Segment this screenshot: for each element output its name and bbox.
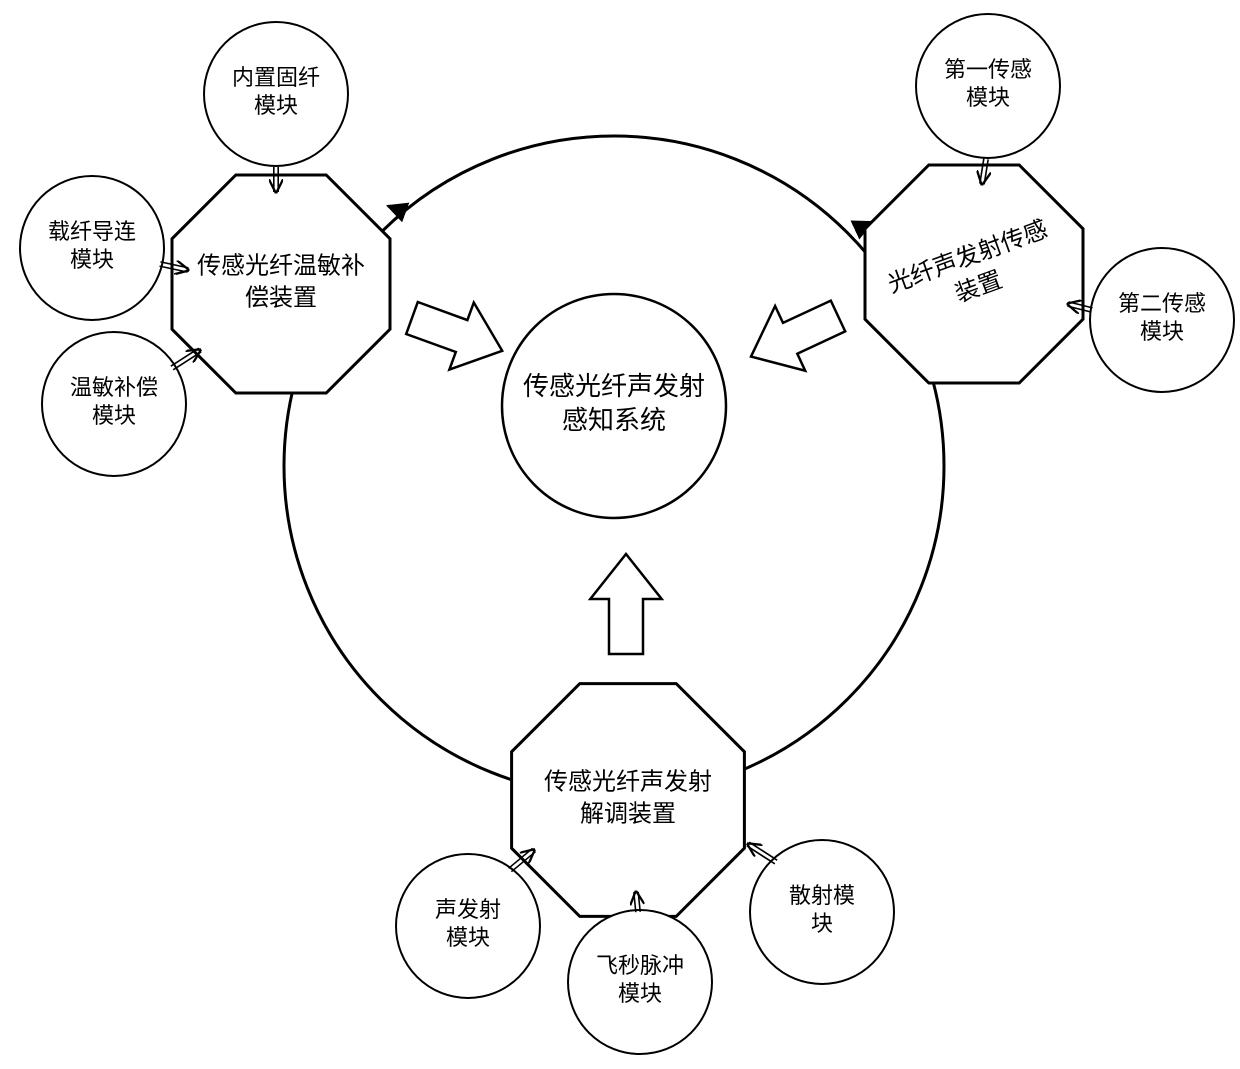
module-left_top-label: 模块 bbox=[254, 93, 298, 118]
module-right_side-label: 模块 bbox=[1140, 319, 1184, 344]
module-bot_mid-label: 飞秒脉冲 bbox=[596, 953, 684, 978]
module-bot_mid-label: 模块 bbox=[618, 981, 662, 1006]
module-bot_left-label: 模块 bbox=[446, 925, 490, 950]
octagon-bottom bbox=[512, 684, 745, 917]
svg-text:偿装置: 偿装置 bbox=[245, 285, 317, 312]
block-arrow-bottom bbox=[590, 554, 661, 654]
center-system-label: 传感光纤声发射 bbox=[523, 372, 705, 401]
module-left_mid-label: 模块 bbox=[70, 247, 114, 272]
block-arrow-right bbox=[751, 301, 845, 371]
module-right_side-label: 第二传感 bbox=[1118, 291, 1206, 316]
svg-text:传感光纤温敏补: 传感光纤温敏补 bbox=[197, 253, 365, 280]
center-system-label: 感知系统 bbox=[562, 406, 666, 435]
svg-text:传感光纤声发射: 传感光纤声发射 bbox=[544, 769, 712, 796]
module-bot_left-label: 声发射 bbox=[435, 897, 501, 922]
module-bot_right-label: 块 bbox=[811, 911, 833, 936]
module-right_top-label: 第一传感 bbox=[944, 57, 1032, 82]
module-bot_right-label: 散射模 bbox=[789, 883, 855, 908]
module-left_bot-label: 温敏补偿 bbox=[70, 375, 158, 400]
module-right_top-label: 模块 bbox=[966, 85, 1010, 110]
module-left_mid-label: 载纤导连 bbox=[48, 219, 136, 244]
module-left_bot-label: 模块 bbox=[92, 403, 136, 428]
module-left_top-label: 内置固纤 bbox=[232, 65, 320, 90]
svg-text:解调装置: 解调装置 bbox=[580, 801, 676, 828]
octagon-left bbox=[172, 175, 390, 393]
ring-arrowhead bbox=[388, 206, 401, 211]
block-arrow-left bbox=[406, 302, 502, 370]
